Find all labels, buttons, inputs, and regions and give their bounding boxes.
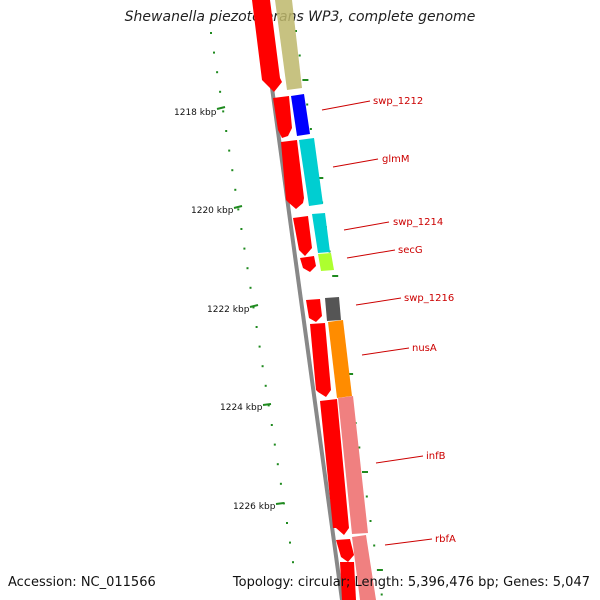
scale-dot	[302, 79, 309, 81]
scale-dot	[365, 495, 368, 498]
cds-arrows	[252, 0, 356, 600]
feature-block-grey[interactable]	[325, 297, 341, 321]
scale-dot	[246, 267, 249, 270]
scale-dot	[231, 169, 234, 172]
feature-block-khaki[interactable]	[275, 0, 302, 90]
scale-dot	[228, 149, 231, 152]
scale-tick	[275, 502, 285, 505]
scale-dot	[222, 110, 225, 113]
scale-dot	[286, 522, 288, 524]
cds-arrow[interactable]	[320, 399, 349, 535]
scale-labels: 1218 kbp 1220 kbp 1222 kbp 1224 kbp 1226…	[174, 106, 285, 512]
cds-arrow[interactable]	[273, 96, 292, 138]
cds-arrow[interactable]	[336, 539, 354, 562]
feature-block-orange[interactable]	[328, 320, 352, 398]
scale-dot	[273, 443, 276, 446]
gene-label-swp_1214[interactable]: swp_1214	[393, 217, 443, 228]
scale-dot	[270, 424, 273, 426]
scale-dot	[219, 90, 222, 93]
scale-label-1226: 1226 kbp	[233, 502, 276, 512]
scale-dot	[369, 520, 372, 522]
scale-label-1224: 1224 kbp	[220, 403, 263, 413]
cds-arrow[interactable]	[340, 562, 356, 600]
scale-dot	[362, 471, 368, 473]
scale-label-1218: 1218 kbp	[174, 108, 217, 118]
scale-dot	[347, 373, 354, 375]
scale-dot	[373, 544, 376, 547]
scale-tick	[216, 106, 226, 110]
gene-label-swp_1212[interactable]: swp_1212	[373, 96, 423, 107]
scale-dot	[298, 54, 301, 57]
scale-dot	[264, 384, 267, 387]
scale-dot	[295, 30, 297, 32]
scale-dot	[267, 404, 270, 407]
feature-block-blue[interactable]	[291, 94, 310, 136]
cds-arrow[interactable]	[281, 140, 304, 209]
cds-arrow[interactable]	[293, 216, 312, 256]
cds-arrow[interactable]	[300, 256, 316, 272]
scale-dot	[358, 446, 361, 449]
scale-tick	[249, 304, 259, 308]
feature-block-salmon[interactable]	[352, 535, 376, 600]
scale-dot	[292, 561, 294, 564]
scale-dot	[261, 365, 264, 368]
accession-text: Accession: NC_011566	[8, 575, 156, 590]
scale-dot	[240, 228, 243, 230]
feature-block-cyan[interactable]	[299, 138, 323, 206]
scale-dot	[255, 326, 258, 328]
feature-block-green[interactable]	[318, 253, 334, 271]
scale-dot	[309, 128, 312, 130]
scale-dot	[306, 103, 309, 106]
cds-arrow[interactable]	[252, 0, 282, 92]
scale-label-1220: 1220 kbp	[191, 206, 234, 216]
gene-label-nusA[interactable]: nusA	[412, 343, 437, 354]
feature-block-cyan[interactable]	[312, 213, 330, 253]
scale-dot	[249, 286, 252, 289]
scale-dot	[243, 247, 246, 250]
feature-block-salmon[interactable]	[338, 396, 368, 534]
scale-dot	[289, 541, 291, 544]
gene-label-secG[interactable]: secG	[398, 245, 423, 256]
label-leaders	[321, 100, 433, 546]
gene-label-glmM[interactable]: glmM	[382, 154, 410, 165]
scale-dot	[216, 71, 219, 74]
scale-dot	[234, 188, 237, 191]
scale-dot	[276, 463, 279, 466]
scale-dot	[237, 208, 240, 211]
cds-arrow[interactable]	[306, 299, 322, 322]
scale-dot	[332, 275, 339, 277]
scale-dot	[210, 32, 212, 34]
gene-label-swp_1216[interactable]: swp_1216	[404, 293, 454, 304]
scale-dot	[380, 593, 383, 596]
scale-dot	[225, 130, 228, 132]
gene-labels: swp_1212 glmM swp_1214 secG swp_1216 nus…	[373, 96, 456, 545]
topology-text: Topology: circular; Length: 5,396,476 bp…	[232, 575, 590, 590]
scale-tick	[233, 205, 243, 209]
scale-dot	[279, 482, 282, 485]
gene-label-infB[interactable]: infB	[426, 451, 446, 462]
feature-blocks	[275, 0, 376, 600]
map-title: Shewanella piezotolerans WP3, complete g…	[124, 9, 476, 25]
scale-dot	[258, 345, 261, 348]
scale-dot	[317, 177, 324, 179]
cds-arrow[interactable]	[310, 323, 331, 397]
scale-dot	[376, 569, 383, 571]
scale-dot	[252, 306, 255, 309]
scale-label-1222: 1222 kbp	[207, 305, 250, 315]
scale-dot	[213, 51, 215, 54]
gene-label-rbfA[interactable]: rbfA	[435, 534, 456, 545]
scale-tick	[262, 403, 272, 406]
